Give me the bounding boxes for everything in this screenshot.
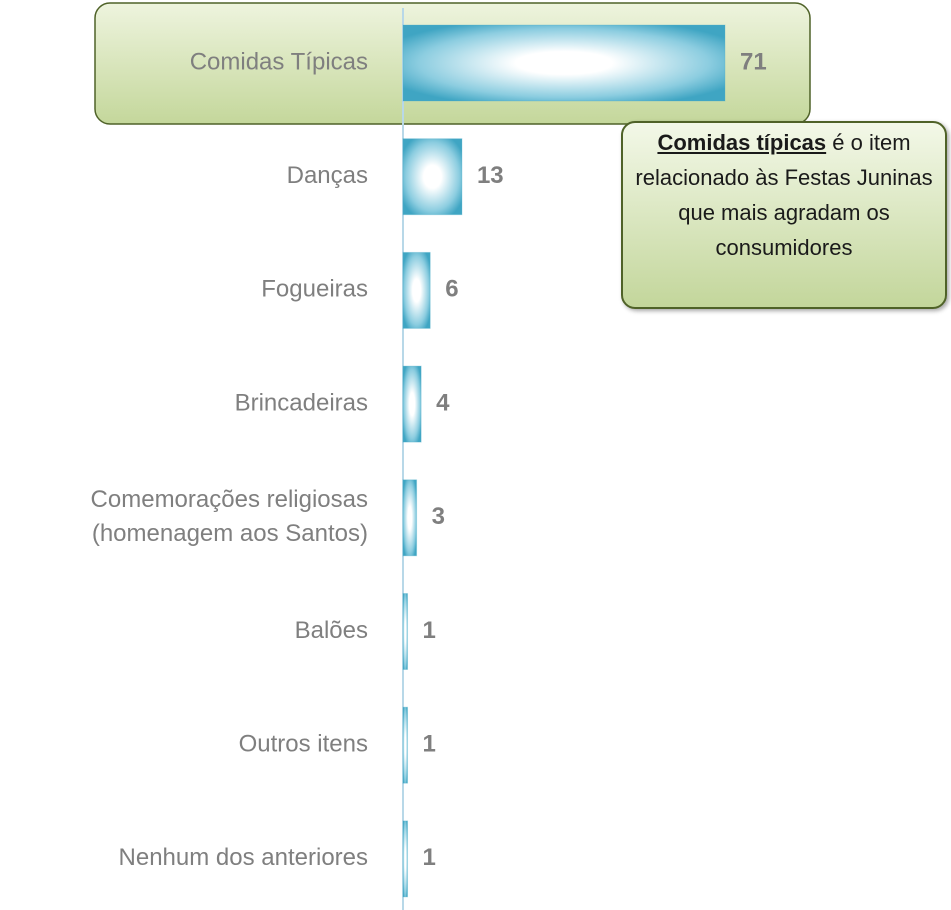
category-label: Nenhum dos anteriores (119, 844, 368, 871)
value-label: 1 (423, 731, 436, 758)
bar (402, 820, 409, 898)
value-label: 3 (432, 503, 445, 530)
category-label: Balões (295, 617, 368, 644)
bar (402, 138, 463, 216)
category-label: Comemorações religiosas (homenagem aos Sa… (91, 486, 368, 547)
annotation: Comidas típicas é o item relacionado às … (621, 121, 947, 309)
value-label: 4 (436, 389, 450, 416)
category-label: Fogueiras (261, 276, 368, 303)
annotation-emphasis: Comidas típicas (657, 130, 827, 155)
value-label: 1 (423, 617, 436, 644)
value-label: 13 (477, 162, 504, 189)
bar (402, 479, 418, 557)
category-label: Outros itens (239, 731, 368, 758)
category-label: Danças (287, 162, 368, 189)
annotation-text: é o item relacionado às Festas Juninas q… (635, 130, 933, 260)
value-label: 6 (445, 276, 458, 303)
value-label: 71 (740, 48, 767, 75)
value-label: 1 (423, 844, 436, 871)
category-label: Brincadeiras (235, 389, 368, 416)
bar (402, 251, 431, 329)
bar (402, 24, 726, 102)
bar (402, 593, 409, 670)
bar (402, 706, 409, 784)
bar (402, 365, 422, 443)
category-label: Comidas Típicas (190, 48, 368, 75)
